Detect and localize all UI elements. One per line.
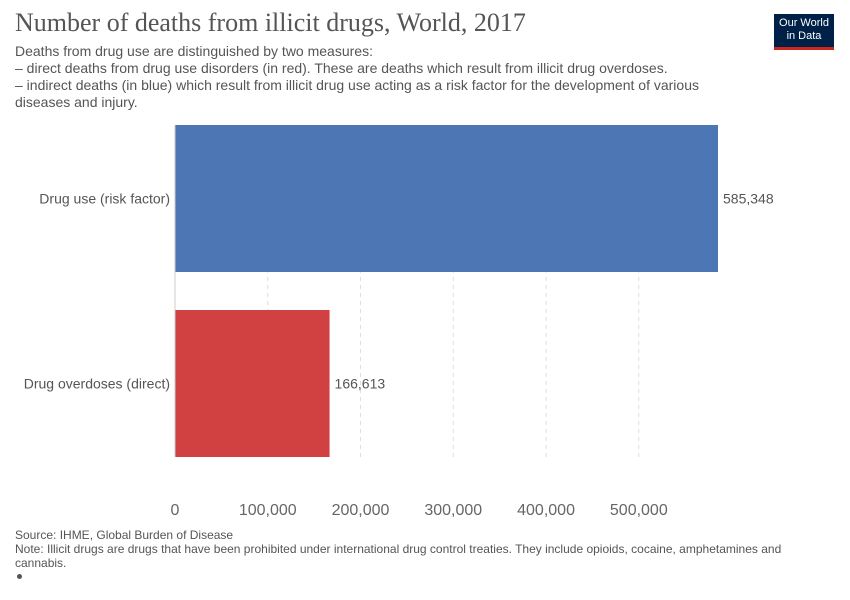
logo-line1: Our World bbox=[779, 17, 829, 29]
category-label: Drug use (risk factor) bbox=[39, 191, 170, 207]
x-tick-label: 200,000 bbox=[332, 502, 390, 519]
value-label: 585,348 bbox=[723, 191, 774, 207]
chart-footer: Source: IHME, Global Burden of Disease N… bbox=[15, 528, 835, 570]
bar bbox=[175, 125, 718, 272]
x-tick-label: 0 bbox=[171, 502, 180, 519]
logo-line2: in Data bbox=[786, 30, 822, 42]
x-tick-label: 100,000 bbox=[239, 502, 297, 519]
footnote: Note: Illicit drugs are drugs that have … bbox=[15, 542, 782, 570]
bar bbox=[175, 310, 330, 457]
footer-dot bbox=[17, 574, 22, 579]
chart-subtitle: Deaths from drug use are distinguished b… bbox=[15, 43, 755, 111]
x-tick-label: 400,000 bbox=[517, 502, 575, 519]
chart-title: Number of deaths from illicit drugs, Wor… bbox=[15, 8, 526, 37]
x-tick-label: 300,000 bbox=[424, 502, 482, 519]
subtitle-line: Deaths from drug use are distinguished b… bbox=[15, 43, 373, 59]
value-label: 166,613 bbox=[335, 376, 386, 392]
category-label: Drug overdoses (direct) bbox=[24, 376, 170, 392]
subtitle-line: – direct deaths from drug use disorders … bbox=[15, 60, 668, 76]
x-tick-label: 500,000 bbox=[610, 502, 668, 519]
source-note: Source: IHME, Global Burden of Disease bbox=[15, 528, 234, 542]
subtitle-line: diseases and injury. bbox=[15, 94, 138, 110]
owid-logo[interactable]: Our World in Data bbox=[774, 14, 834, 50]
subtitle-line: – indirect deaths (in blue) which result… bbox=[15, 77, 699, 93]
